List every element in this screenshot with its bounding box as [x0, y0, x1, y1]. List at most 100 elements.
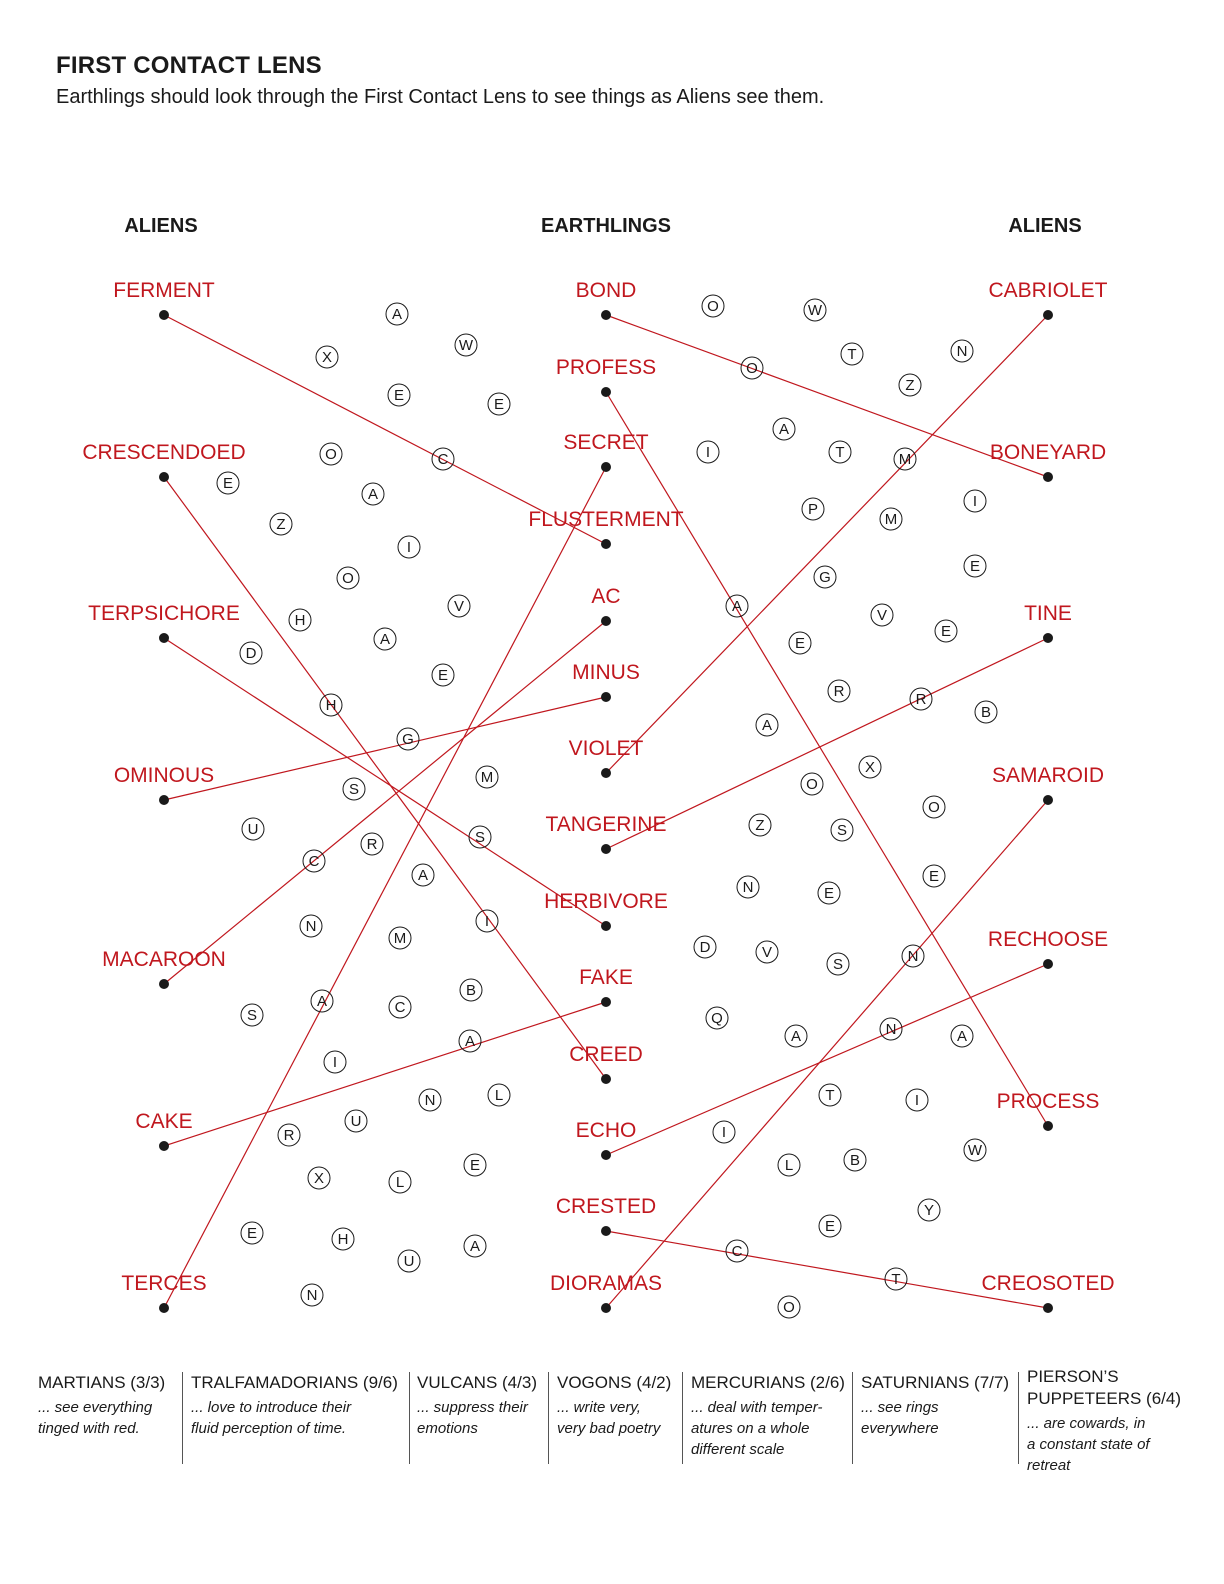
circled-letter[interactable]: V	[447, 594, 471, 618]
circled-letter[interactable]: A	[463, 1234, 487, 1258]
earthling-dot[interactable]	[601, 997, 611, 1007]
circled-letter[interactable]: O	[777, 1295, 801, 1319]
circled-letter[interactable]: E	[922, 864, 946, 888]
earthling-dot[interactable]	[601, 539, 611, 549]
circled-letter[interactable]: C	[302, 849, 326, 873]
circled-letter[interactable]: E	[240, 1221, 264, 1245]
left-alien-dot[interactable]	[159, 795, 169, 805]
earthling-dot[interactable]	[601, 692, 611, 702]
left-alien-dot[interactable]	[159, 633, 169, 643]
circled-letter[interactable]: R	[827, 679, 851, 703]
circled-letter[interactable]: L	[487, 1083, 511, 1107]
circled-letter[interactable]: E	[788, 631, 812, 655]
circled-letter[interactable]: O	[800, 772, 824, 796]
circled-letter[interactable]: N	[736, 875, 760, 899]
circled-letter[interactable]: A	[411, 863, 435, 887]
circled-letter[interactable]: R	[909, 687, 933, 711]
circled-letter[interactable]: O	[701, 294, 725, 318]
circled-letter[interactable]: V	[755, 940, 779, 964]
right-alien-dot[interactable]	[1043, 1303, 1053, 1313]
circled-letter[interactable]: N	[300, 1283, 324, 1307]
circled-letter[interactable]: H	[288, 608, 312, 632]
circled-letter[interactable]: A	[725, 594, 749, 618]
circled-letter[interactable]: T	[884, 1267, 908, 1291]
circled-letter[interactable]: S	[240, 1003, 264, 1027]
circled-letter[interactable]: W	[803, 298, 827, 322]
circled-letter[interactable]: G	[813, 565, 837, 589]
circled-letter[interactable]: L	[777, 1153, 801, 1177]
circled-letter[interactable]: U	[344, 1109, 368, 1133]
right-alien-dot[interactable]	[1043, 633, 1053, 643]
circled-letter[interactable]: E	[463, 1153, 487, 1177]
earthling-dot[interactable]	[601, 844, 611, 854]
circled-letter[interactable]: V	[870, 603, 894, 627]
right-alien-dot[interactable]	[1043, 959, 1053, 969]
circled-letter[interactable]: Z	[269, 512, 293, 536]
left-alien-dot[interactable]	[159, 310, 169, 320]
right-alien-dot[interactable]	[1043, 472, 1053, 482]
circled-letter[interactable]: E	[387, 383, 411, 407]
circled-letter[interactable]: L	[388, 1170, 412, 1194]
right-alien-dot[interactable]	[1043, 1121, 1053, 1131]
circled-letter[interactable]: A	[784, 1024, 808, 1048]
circled-letter[interactable]: Z	[748, 813, 772, 837]
circled-letter[interactable]: N	[299, 914, 323, 938]
circled-letter[interactable]: S	[342, 777, 366, 801]
circled-letter[interactable]: I	[712, 1120, 736, 1144]
circled-letter[interactable]: E	[963, 554, 987, 578]
circled-letter[interactable]: G	[396, 727, 420, 751]
circled-letter[interactable]: D	[239, 641, 263, 665]
circled-letter[interactable]: X	[307, 1166, 331, 1190]
circled-letter[interactable]: O	[922, 795, 946, 819]
circled-letter[interactable]: Z	[898, 373, 922, 397]
left-alien-dot[interactable]	[159, 472, 169, 482]
circled-letter[interactable]: M	[893, 447, 917, 471]
circled-letter[interactable]: Q	[705, 1006, 729, 1030]
circled-letter[interactable]: M	[388, 926, 412, 950]
left-alien-dot[interactable]	[159, 1141, 169, 1151]
circled-letter[interactable]: A	[373, 627, 397, 651]
left-alien-dot[interactable]	[159, 1303, 169, 1313]
circled-letter[interactable]: T	[828, 440, 852, 464]
circled-letter[interactable]: E	[487, 392, 511, 416]
circled-letter[interactable]: B	[459, 978, 483, 1002]
circled-letter[interactable]: I	[397, 535, 421, 559]
circled-letter[interactable]: W	[963, 1138, 987, 1162]
circled-letter[interactable]: A	[310, 989, 334, 1013]
circled-letter[interactable]: S	[830, 818, 854, 842]
circled-letter[interactable]: W	[454, 333, 478, 357]
circled-letter[interactable]: O	[740, 356, 764, 380]
circled-letter[interactable]: B	[974, 700, 998, 724]
circled-letter[interactable]: E	[818, 1214, 842, 1238]
circled-letter[interactable]: R	[277, 1123, 301, 1147]
circled-letter[interactable]: X	[315, 345, 339, 369]
circled-letter[interactable]: N	[879, 1017, 903, 1041]
circled-letter[interactable]: T	[818, 1083, 842, 1107]
circled-letter[interactable]: B	[843, 1148, 867, 1172]
circled-letter[interactable]: E	[934, 619, 958, 643]
circled-letter[interactable]: S	[468, 825, 492, 849]
circled-letter[interactable]: S	[826, 952, 850, 976]
circled-letter[interactable]: R	[360, 832, 384, 856]
circled-letter[interactable]: C	[388, 995, 412, 1019]
circled-letter[interactable]: M	[475, 765, 499, 789]
circled-letter[interactable]: N	[901, 944, 925, 968]
circled-letter[interactable]: H	[331, 1227, 355, 1251]
earthling-dot[interactable]	[601, 310, 611, 320]
right-alien-dot[interactable]	[1043, 795, 1053, 805]
circled-letter[interactable]: E	[431, 663, 455, 687]
circled-letter[interactable]: U	[241, 817, 265, 841]
earthling-dot[interactable]	[601, 768, 611, 778]
circled-letter[interactable]: Y	[917, 1198, 941, 1222]
circled-letter[interactable]: T	[840, 342, 864, 366]
circled-letter[interactable]: X	[858, 755, 882, 779]
circled-letter[interactable]: E	[216, 471, 240, 495]
circled-letter[interactable]: C	[725, 1239, 749, 1263]
circled-letter[interactable]: M	[879, 507, 903, 531]
circled-letter[interactable]: A	[755, 713, 779, 737]
circled-letter[interactable]: I	[323, 1050, 347, 1074]
circled-letter[interactable]: A	[950, 1024, 974, 1048]
circled-letter[interactable]: A	[385, 302, 409, 326]
circled-letter[interactable]: A	[361, 482, 385, 506]
circled-letter[interactable]: I	[905, 1088, 929, 1112]
